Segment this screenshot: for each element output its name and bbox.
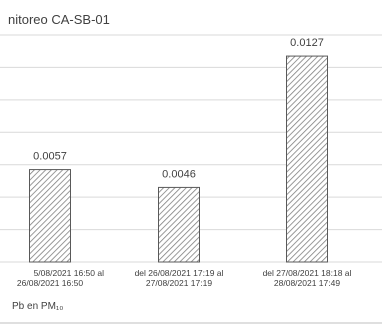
x-tick-label: 5/08/2021 16:50 al xyxy=(34,268,105,278)
x-tick-label: del 26/08/2021 17:19 al xyxy=(135,268,224,278)
x-tick-label: 27/08/2021 17:19 xyxy=(146,278,212,288)
value-label: 0.0127 xyxy=(290,37,324,49)
bar xyxy=(29,169,71,263)
value-label: 0.0046 xyxy=(162,168,196,180)
legend-label: Pb en PM₁₀ xyxy=(12,301,63,312)
bar xyxy=(286,55,328,263)
value-label: 0.0057 xyxy=(33,151,67,163)
x-tick-label: 26/08/2021 16:50 xyxy=(17,278,83,288)
x-tick-label: 28/08/2021 17:49 xyxy=(274,278,340,288)
x-tick-label: del 27/08/2021 18:18 al xyxy=(263,268,352,278)
bar xyxy=(158,186,200,263)
chart-title: nitoreo CA-SB-01 xyxy=(8,12,110,27)
